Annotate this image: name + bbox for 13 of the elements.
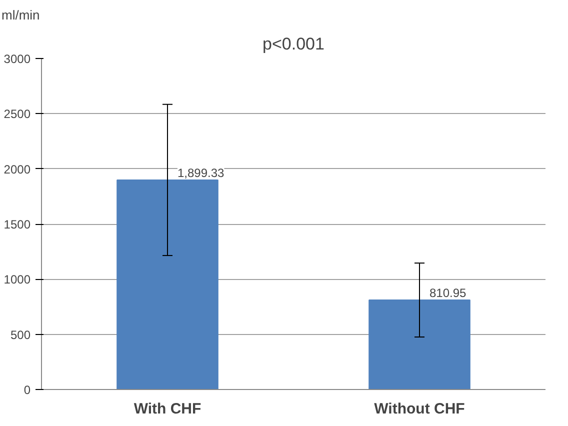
- data-label: 1,899.33: [178, 166, 225, 180]
- chart-title: p<0.001: [262, 34, 324, 54]
- x-tick-label: Without CHF: [374, 400, 465, 418]
- y-tick-label: 1000: [4, 272, 31, 287]
- data-label: 810.95: [430, 286, 467, 300]
- y-tick-label: 1500: [4, 218, 31, 232]
- y-tick-label: 3000: [4, 52, 31, 66]
- y-tick-label: 500: [10, 328, 31, 342]
- y-axis-title: ml/min: [2, 8, 40, 22]
- y-tick-label: 2000: [4, 162, 31, 176]
- x-tick-label: With CHF: [134, 400, 202, 418]
- y-tick-label: 0: [24, 383, 31, 397]
- y-tick-label: 2500: [4, 107, 31, 122]
